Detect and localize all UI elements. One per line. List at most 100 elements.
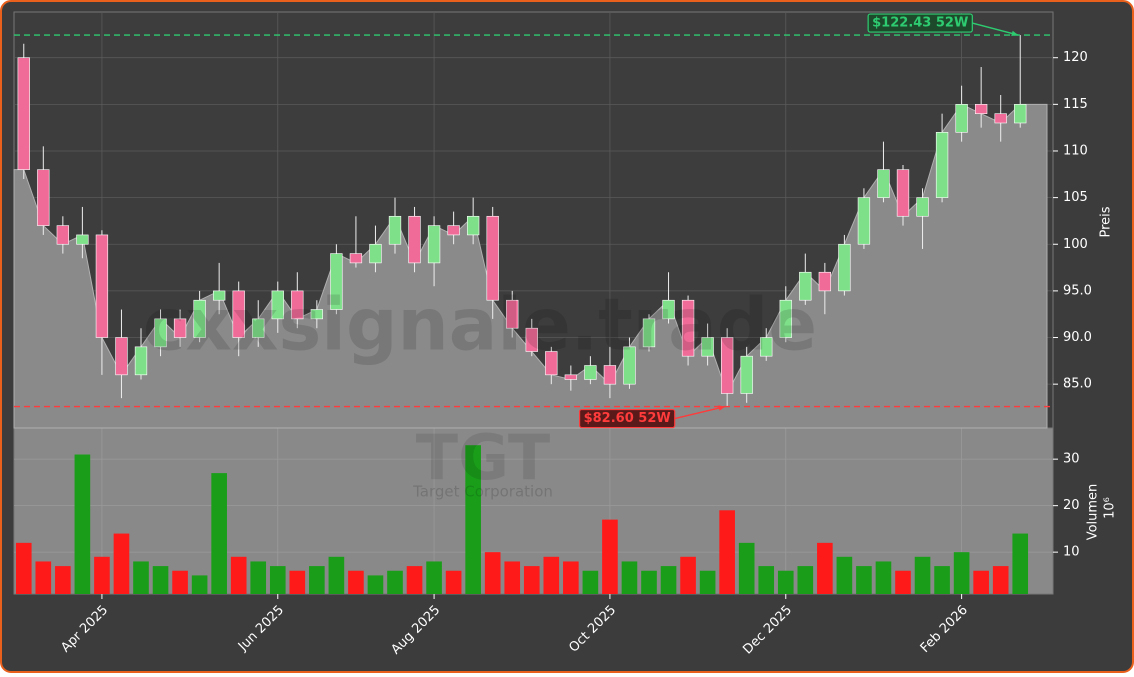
volume-bar: [543, 556, 560, 594]
candle-body: [506, 299, 519, 329]
volume-bar: [211, 473, 227, 594]
volume-bar: [172, 570, 188, 594]
y-tick-label: 30: [1063, 452, 1080, 467]
y-tick-label: 110: [1063, 143, 1088, 158]
annotation: $82.60 52W: [578, 405, 726, 429]
volume-bar: [35, 561, 52, 594]
volume-bar: [836, 556, 853, 594]
candle-body: [799, 271, 812, 301]
volume-bar: [406, 566, 423, 594]
volume-bar: [269, 566, 286, 594]
candle-body: [466, 215, 480, 236]
volume-bar: [777, 570, 794, 594]
volume-bar: [94, 556, 110, 594]
candle-body: [349, 253, 363, 264]
watermark: cxxsignale.trade: [143, 283, 817, 367]
volume-bar: [992, 566, 1009, 594]
candle-body: [838, 243, 851, 292]
y-tick-label: 90.0: [1063, 330, 1092, 345]
volume-bar: [895, 570, 911, 594]
candle-body: [369, 243, 382, 264]
candle-body: [37, 169, 50, 226]
y-tick-label: 20: [1063, 498, 1080, 513]
annotation-label: $122.43 52W: [872, 16, 968, 31]
candle-body: [681, 299, 695, 357]
volume-bar: [641, 570, 657, 594]
volume-bar: [719, 510, 735, 594]
volume-bar: [1012, 533, 1029, 594]
candle-body: [232, 290, 245, 338]
candle-body: [818, 271, 832, 292]
candle-body: [935, 132, 949, 198]
candle-body: [173, 318, 187, 338]
candle-body: [408, 215, 421, 264]
volume-bar: [660, 566, 677, 594]
candle-body: [134, 346, 148, 376]
candle-body: [76, 234, 89, 245]
volume-bar: [15, 542, 32, 594]
candle-body: [642, 318, 656, 348]
annotation-label: $82.60 52W: [584, 411, 671, 426]
volume-bar: [953, 552, 970, 594]
y-tick-label: 105: [1063, 190, 1088, 205]
volume-bar: [348, 570, 364, 594]
volume-bar: [445, 570, 462, 594]
volume-bar: [680, 556, 696, 594]
y-tick-label: 10: [1063, 545, 1080, 560]
volume-bar: [699, 570, 716, 594]
volume-bar: [152, 566, 169, 594]
candle-body: [857, 197, 871, 245]
volume-bar: [250, 561, 267, 594]
candle-body: [564, 374, 578, 380]
volume-bar: [230, 556, 247, 594]
volume-bar: [387, 570, 403, 594]
volume-bar: [797, 566, 814, 594]
price-area: [13, 103, 1048, 429]
y-axis-exponent: 10⁶: [1103, 497, 1118, 519]
volume-bar: [758, 566, 775, 594]
candle-body: [974, 104, 988, 114]
volume-bar: [738, 542, 755, 594]
candle-body: [896, 169, 910, 217]
volume-bar: [367, 575, 384, 594]
candle-body: [779, 299, 792, 338]
candle-body: [193, 299, 206, 338]
volume-bar: [563, 561, 579, 594]
y-tick-label: 115: [1063, 97, 1088, 112]
candle-body: [955, 104, 968, 133]
candle-body: [95, 234, 109, 338]
candle-body: [623, 346, 636, 385]
annotation-arrow: [972, 22, 1019, 36]
candle-body: [525, 327, 538, 352]
volume-bar: [856, 566, 872, 594]
candle-body: [330, 253, 343, 310]
candle-body: [115, 337, 128, 376]
annotation-arrowhead: [718, 405, 726, 411]
candle-body: [1014, 104, 1027, 124]
candle-body: [212, 290, 226, 301]
candle-body: [916, 197, 929, 217]
annotation-arrowhead: [1011, 30, 1019, 37]
candle-body: [388, 215, 402, 245]
volume-bar: [465, 445, 481, 594]
candle-body: [310, 309, 324, 320]
volume-bar: [133, 561, 149, 594]
volume-bar: [113, 533, 130, 594]
annotation-arrow: [674, 405, 726, 420]
y-axis-label: Preis: [1099, 206, 1114, 237]
candle-body: [56, 225, 70, 245]
watermark-ticker: TGT: [416, 421, 550, 494]
volume-bar: [289, 570, 306, 594]
volume-bar: [484, 552, 501, 594]
volume-bar: [523, 566, 540, 594]
volume-bar: [817, 542, 833, 594]
candle-body: [760, 337, 773, 357]
candle-body: [17, 57, 30, 170]
candle-body: [877, 169, 890, 198]
y-tick-label: 85.0: [1063, 377, 1092, 392]
annotation: $122.43 52W: [867, 13, 1019, 37]
candle-body: [584, 365, 597, 380]
volume-bar: [621, 561, 638, 594]
volume-bar: [504, 561, 521, 594]
volume-bar: [191, 575, 208, 594]
